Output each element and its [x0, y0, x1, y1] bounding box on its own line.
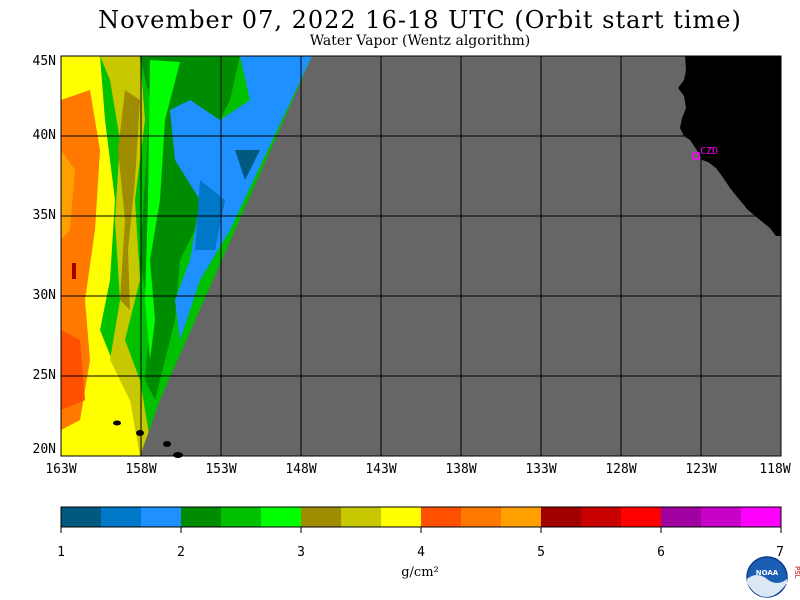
map-title: November 07, 2022 16-18 UTC (Orbit start…: [98, 6, 742, 34]
colorbar-tick-label: 1: [57, 545, 65, 560]
colorbar-swatch: [501, 507, 542, 527]
svg-text:NOAA: NOAA: [756, 569, 779, 577]
station-marker: [692, 152, 700, 160]
lon-label: 153W: [205, 462, 237, 477]
lat-label: 30N: [32, 288, 56, 303]
map-frame: [60, 55, 782, 457]
colorbar-swatch: [221, 507, 262, 527]
colorbar-tick-label: 4: [417, 545, 425, 560]
land-mass: [678, 56, 781, 236]
colorbar-swatch: [741, 507, 782, 527]
colorbar-frame: [60, 506, 782, 528]
lon-label: 118W: [759, 462, 791, 477]
hawaii-islands: [113, 420, 183, 458]
lat-label: 25N: [32, 368, 56, 383]
lon-label: 163W: [45, 462, 77, 477]
lon-label: 158W: [125, 462, 157, 477]
map-subtitle: Water Vapor (Wentz algorithm): [309, 33, 531, 49]
noaa-logo: NOAA: [746, 556, 788, 598]
colorbar-swatch: [461, 507, 502, 527]
colorbar-swatch: [381, 507, 422, 527]
colorbar-swatch: [261, 507, 302, 527]
colorbar-swatch: [101, 507, 142, 527]
colorbar-swatch: [301, 507, 342, 527]
lon-label: 143W: [365, 462, 397, 477]
grid-lines: [61, 56, 781, 456]
lon-label: 128W: [605, 462, 637, 477]
colorbar-swatch: [701, 507, 742, 527]
lat-label: 20N: [32, 442, 56, 457]
lon-label: 138W: [445, 462, 477, 477]
colorbar-tick-label: 5: [537, 545, 545, 560]
colorbar-swatch: [541, 507, 582, 527]
colorbar-tick-label: 2: [177, 545, 185, 560]
lon-label: 123W: [685, 462, 717, 477]
colorbar-swatch: [421, 507, 462, 527]
station-label: CZD: [700, 146, 719, 157]
lon-label: 133W: [525, 462, 557, 477]
colorbar-tick-label: 7: [776, 545, 784, 560]
colorbar-swatch: [181, 507, 222, 527]
colorbar-swatch: [61, 507, 102, 527]
colorbar-swatch: [141, 507, 182, 527]
colorbar-swatch: [341, 507, 382, 527]
colorbar-swatch: [581, 507, 622, 527]
colorbar-swatch: [621, 507, 662, 527]
colorbar-tick-label: 3: [297, 545, 305, 560]
lat-label: 45N: [32, 54, 56, 69]
psl-text: PSL: [793, 566, 800, 579]
colorbar-swatch: [661, 507, 702, 527]
lat-label: 35N: [32, 208, 56, 223]
colorbar: [60, 507, 782, 533]
colorbar-tick-label: 6: [657, 545, 665, 560]
lon-label: 148W: [285, 462, 317, 477]
colorbar-units: g/cm²: [401, 565, 439, 580]
lat-label: 40N: [32, 128, 56, 143]
